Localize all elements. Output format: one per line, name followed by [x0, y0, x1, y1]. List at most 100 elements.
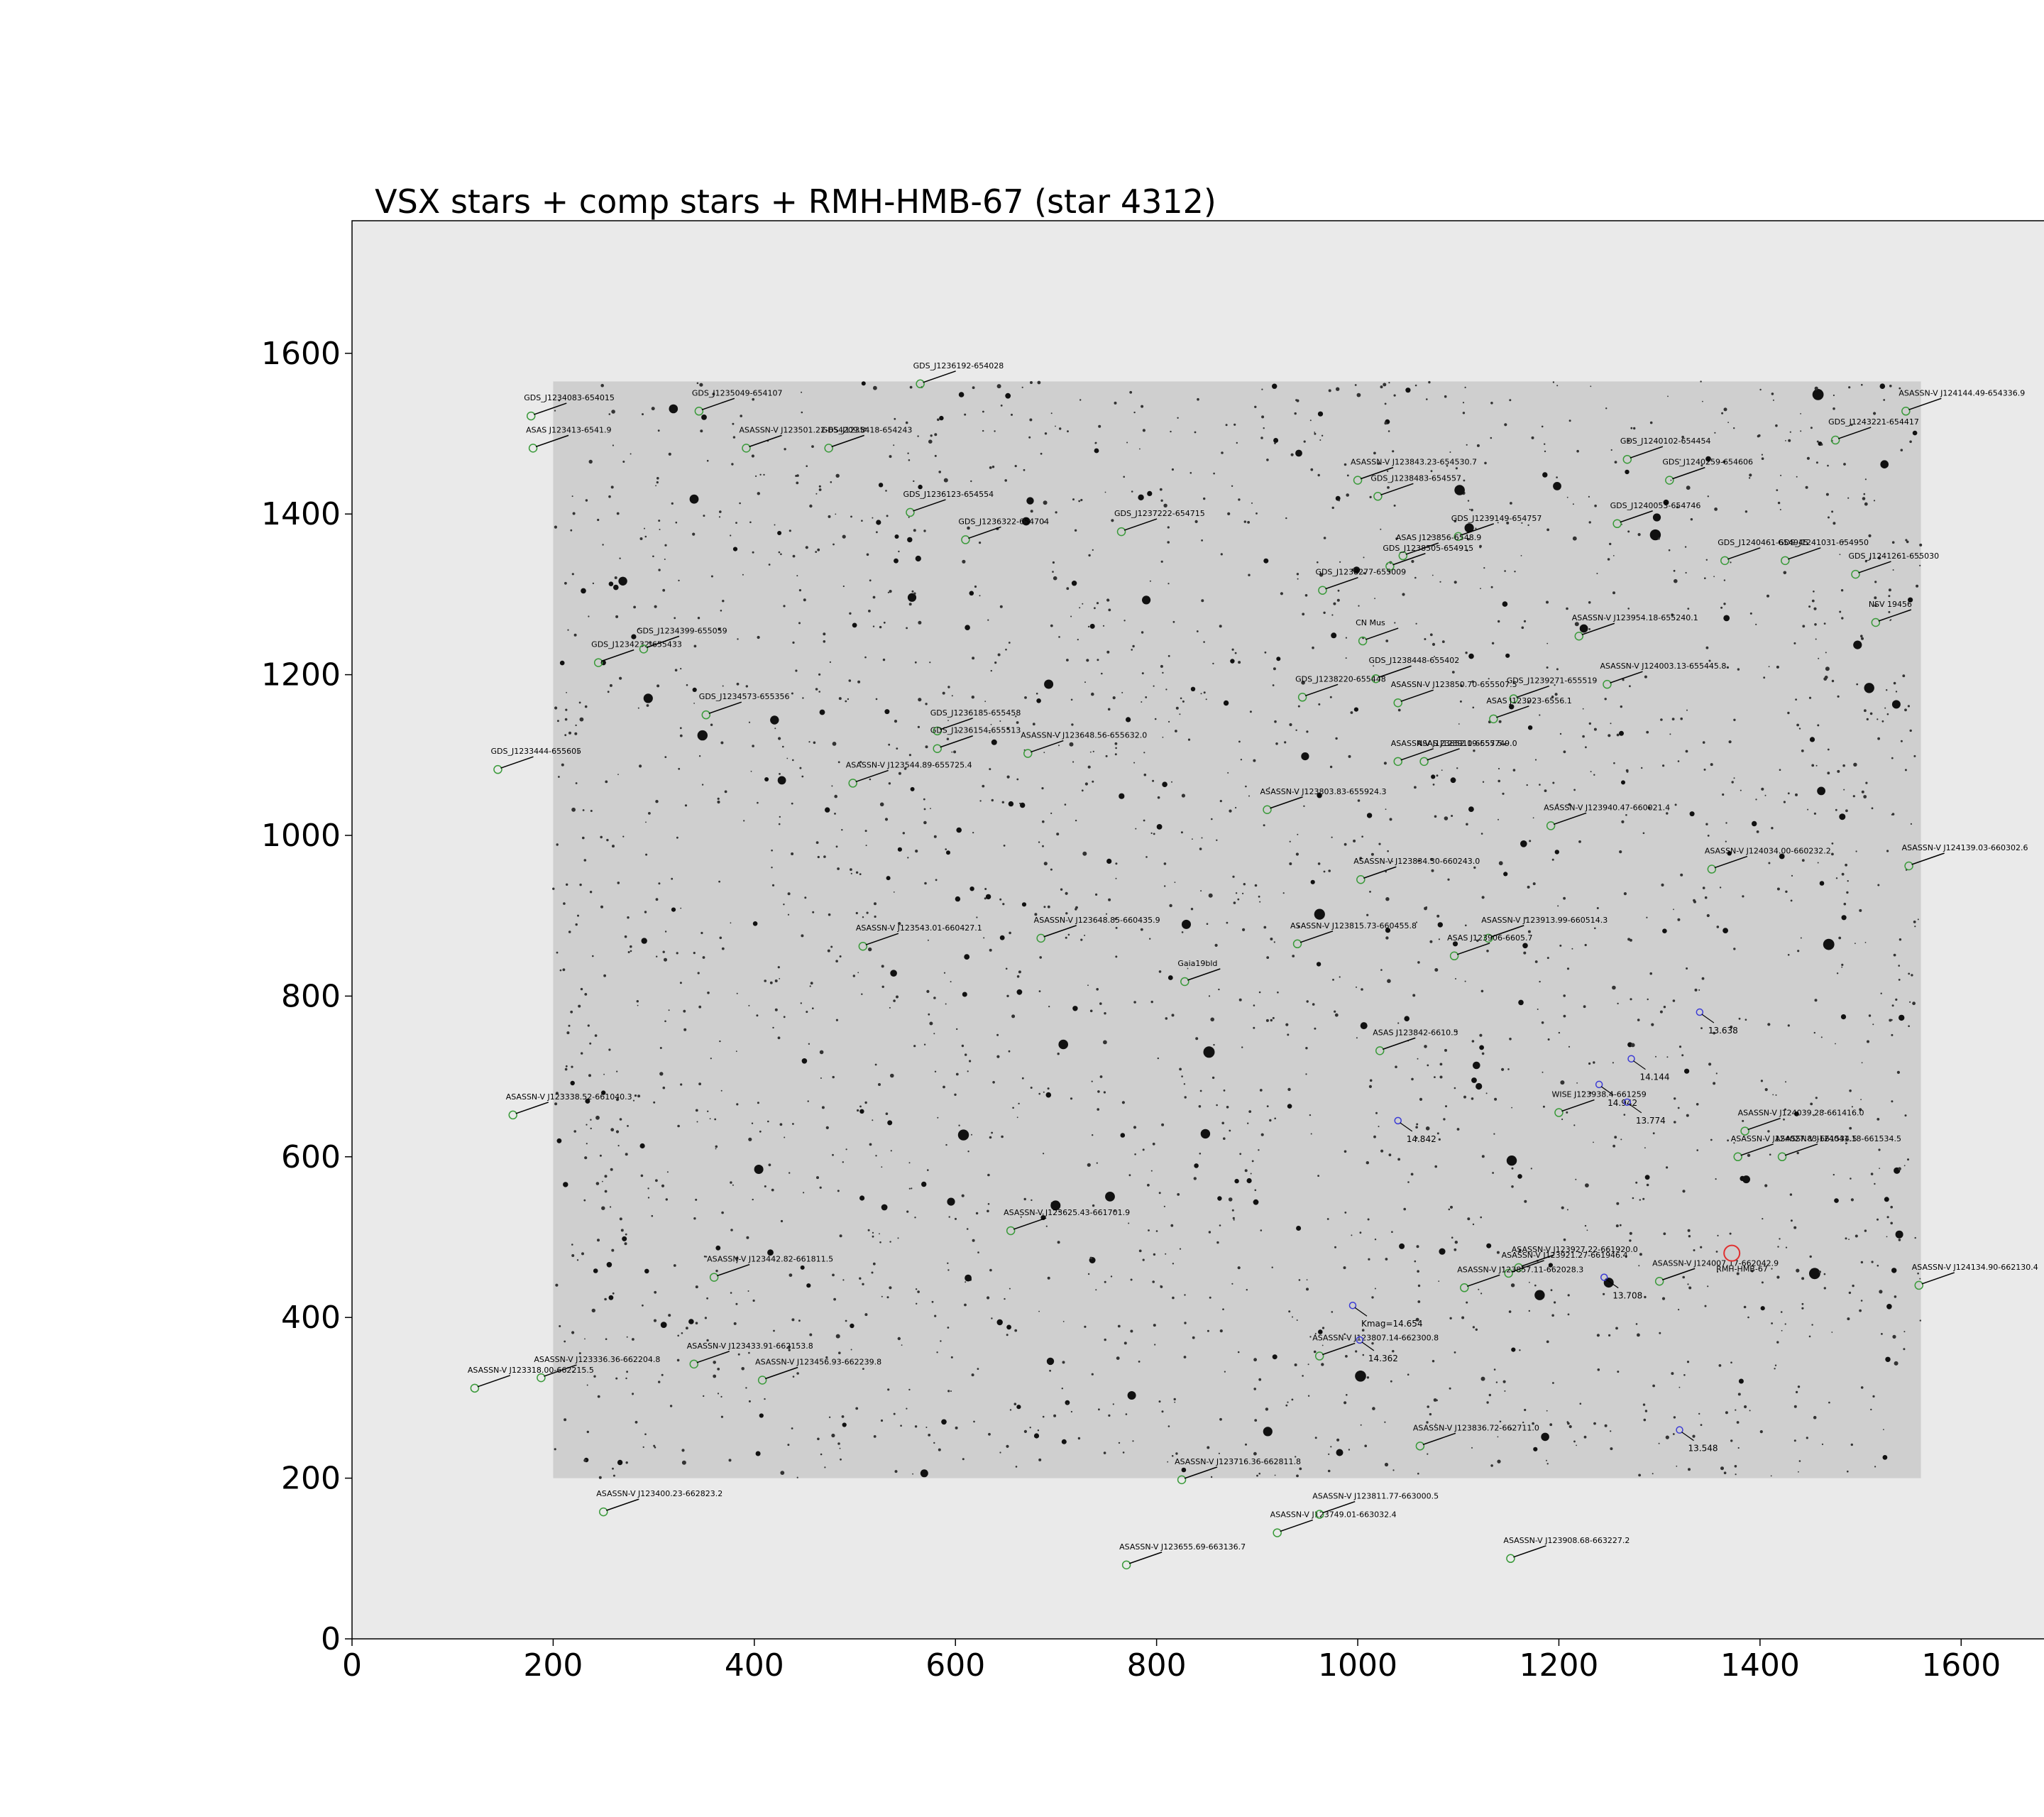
vsx-star-label: GDS_J1238220-655448	[1295, 674, 1386, 684]
field-star	[1439, 1075, 1443, 1079]
field-star	[1055, 425, 1056, 427]
vsx-star: ASASSN-V J124034.00-660232.2	[1705, 847, 1831, 874]
field-star	[1117, 1324, 1121, 1328]
field-star	[735, 1302, 738, 1305]
field-star	[606, 1262, 612, 1268]
field-star	[1241, 1046, 1243, 1048]
field-star	[1433, 1398, 1437, 1402]
field-star	[1454, 520, 1457, 522]
field-star	[1864, 478, 1867, 481]
field-star	[688, 1319, 694, 1324]
field-star	[1133, 1126, 1137, 1129]
field-star	[1728, 740, 1732, 744]
field-star	[1116, 1356, 1120, 1360]
field-star	[1316, 962, 1322, 967]
field-star	[607, 691, 610, 693]
field-star	[897, 1336, 901, 1341]
field-star	[1171, 1455, 1174, 1457]
field-star	[989, 1268, 992, 1272]
field-star	[1177, 1193, 1180, 1196]
field-star	[588, 1074, 591, 1077]
field-star	[890, 1073, 894, 1078]
field-star	[1145, 696, 1148, 698]
field-star	[871, 1271, 874, 1274]
field-star	[721, 1211, 724, 1214]
field-star	[1248, 1110, 1252, 1113]
field-star	[1684, 546, 1687, 548]
field-star	[617, 1459, 623, 1466]
field-star	[1904, 769, 1907, 772]
field-star	[564, 1418, 567, 1422]
field-star	[1245, 1443, 1247, 1446]
field-star	[1530, 1168, 1532, 1170]
field-star	[1659, 1010, 1663, 1014]
comp-star-marker	[1356, 1336, 1364, 1344]
field-star	[823, 640, 826, 643]
field-star	[894, 1470, 898, 1473]
vsx-star-label: ASASSN-V J123544.89-655725.4	[846, 760, 972, 769]
field-star	[710, 1058, 712, 1060]
field-star	[898, 922, 901, 926]
field-star	[1635, 1181, 1638, 1184]
field-star	[1774, 1368, 1776, 1370]
field-star	[630, 950, 632, 953]
field-star	[1175, 1452, 1178, 1455]
field-star	[1839, 813, 1846, 820]
field-star	[1736, 1272, 1740, 1275]
field-star	[1771, 827, 1774, 830]
field-star	[695, 1109, 698, 1112]
field-star	[655, 800, 659, 803]
field-star	[1196, 630, 1199, 632]
field-star	[1092, 549, 1094, 551]
field-star	[1558, 1031, 1561, 1034]
field-star	[1855, 1234, 1858, 1238]
field-star	[615, 1098, 620, 1102]
field-star	[1114, 753, 1117, 756]
field-star	[1841, 966, 1843, 968]
comp-star-marker	[1696, 1008, 1704, 1016]
comp-star-leader	[1354, 1307, 1368, 1317]
vsx-star: GDS_J1236185-655458	[930, 708, 1021, 736]
vsx-star-leader	[716, 1263, 750, 1277]
vsx-star: ASASSN-V J123456.93-662239.8	[755, 1357, 881, 1385]
field-star	[1269, 1119, 1272, 1122]
vsx-star-marker	[689, 1359, 699, 1369]
field-star	[985, 894, 991, 900]
field-star	[779, 978, 781, 979]
field-star	[1160, 664, 1163, 668]
field-star	[982, 429, 984, 432]
field-star	[649, 641, 652, 644]
field-star	[1723, 1471, 1727, 1474]
field-star	[1730, 561, 1732, 564]
field-star	[1023, 1197, 1026, 1201]
field-star	[859, 1105, 862, 1108]
field-star	[1837, 769, 1840, 773]
field-star	[563, 1182, 568, 1187]
field-star	[1556, 668, 1559, 671]
field-star	[1142, 429, 1145, 432]
field-star	[1107, 708, 1111, 711]
field-star	[1670, 479, 1672, 481]
vsx-star-label: ASASSN-V J123908.68-663227.2	[1503, 1536, 1630, 1545]
field-star	[576, 1259, 579, 1261]
field-star	[616, 512, 620, 515]
field-star	[1510, 1283, 1515, 1288]
field-star	[1644, 1147, 1646, 1149]
field-star	[1471, 1040, 1475, 1043]
field-star	[842, 585, 845, 588]
field-star	[1502, 601, 1508, 607]
field-star	[889, 1006, 891, 1009]
field-star	[939, 415, 944, 421]
field-star	[1806, 456, 1810, 460]
field-star	[1133, 411, 1136, 414]
field-star	[1780, 1311, 1783, 1313]
field-star	[1289, 862, 1292, 865]
vsx-star-label: GDS_J1234573-655356	[699, 692, 790, 701]
field-star	[1702, 741, 1705, 744]
field-star	[1288, 1310, 1291, 1313]
vsx-star-marker	[1460, 1283, 1469, 1292]
field-star	[1182, 700, 1185, 703]
field-star	[1161, 1410, 1164, 1413]
field-star	[1480, 588, 1481, 590]
field-star	[848, 679, 852, 682]
